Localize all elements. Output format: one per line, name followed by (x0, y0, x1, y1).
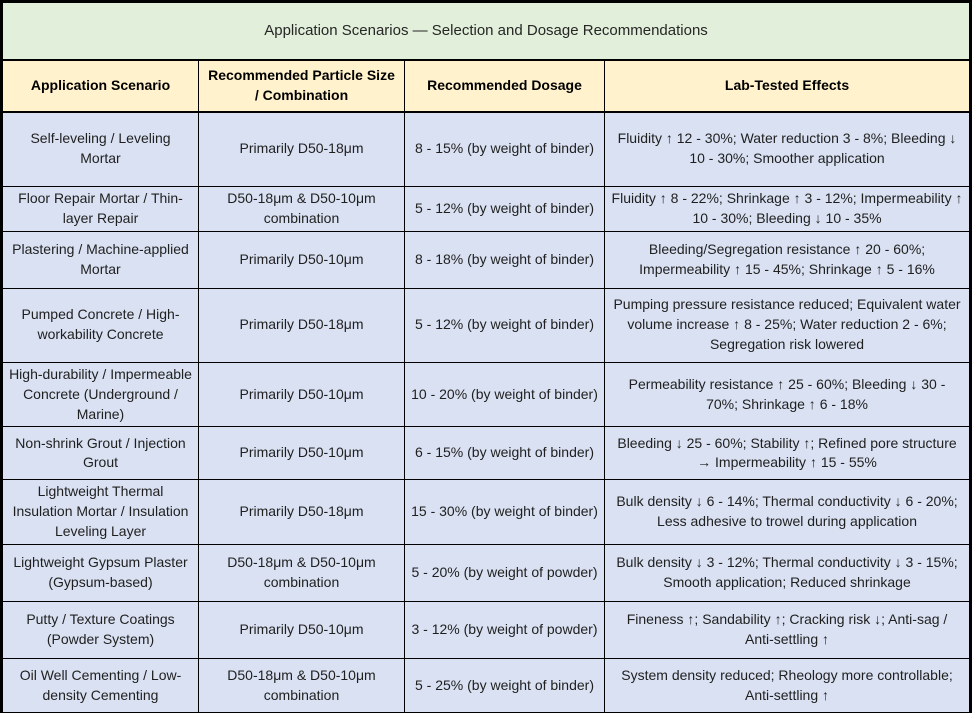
cell-effects: Fluidity ↑ 8 - 22%; Shrinkage ↑ 3 - 12%;… (603, 186, 972, 232)
table-row: Lightweight Thermal Insulation Mortar / … (1, 479, 972, 545)
cell-effects: System density reduced; Rheology more co… (603, 658, 972, 713)
cell-dosage: 8 - 15% (by weight of binder) (404, 111, 605, 187)
cell-dosage: 3 - 12% (by weight of powder) (404, 601, 605, 659)
cell-effects: Fineness ↑; Sandability ↑; Cracking risk… (603, 601, 972, 659)
table-header-row: Application Scenario Recommended Particl… (1, 59, 972, 113)
cell-scenario: Lightweight Gypsum Plaster (Gypsum-based… (1, 544, 199, 602)
table-row: Plastering / Machine-applied Mortar Prim… (1, 230, 972, 289)
col-header-recommended-dosage: Recommended Dosage (404, 59, 605, 113)
cell-effects: Fluidity ↑ 12 - 30%; Water reduction 3 -… (603, 111, 972, 187)
cell-particle-size: D50-18μm & D50-10μm combination (198, 186, 405, 232)
table-row: Oil Well Cementing / Low-density Cementi… (1, 658, 972, 713)
table-title: Application Scenarios — Selection and Do… (0, 1, 972, 61)
cell-particle-size: Primarily D50-10μm (198, 361, 405, 428)
cell-particle-size: Primarily D50-10μm (198, 426, 405, 481)
table-row: Floor Repair Mortar / Thin-layer Repair … (1, 186, 972, 232)
cell-particle-size: Primarily D50-18μm (198, 287, 405, 363)
cell-scenario: High-durability / Impermeable Concrete (… (1, 361, 199, 428)
table-row: Non-shrink Grout / Injection Grout Prima… (1, 426, 972, 481)
cell-scenario: Floor Repair Mortar / Thin-layer Repair (1, 186, 199, 232)
cell-scenario: Self-leveling / Leveling Mortar (1, 111, 199, 187)
col-header-lab-tested-effects: Lab-Tested Effects (603, 59, 972, 113)
cell-effects: Pumping pressure resistance reduced; Equ… (603, 287, 972, 363)
table-row: Self-leveling / Leveling Mortar Primaril… (1, 111, 972, 187)
cell-scenario: Oil Well Cementing / Low-density Cementi… (1, 658, 199, 713)
cell-scenario: Lightweight Thermal Insulation Mortar / … (1, 479, 199, 545)
cell-effects: Permeability resistance ↑ 25 - 60%; Blee… (603, 361, 972, 428)
table-row: High-durability / Impermeable Concrete (… (1, 361, 972, 428)
cell-scenario: Non-shrink Grout / Injection Grout (1, 426, 199, 481)
cell-dosage: 15 - 30% (by weight of binder) (404, 479, 605, 545)
cell-dosage: 10 - 20% (by weight of binder) (404, 361, 605, 428)
cell-dosage: 8 - 18% (by weight of binder) (404, 230, 605, 289)
cell-dosage: 5 - 20% (by weight of powder) (404, 544, 605, 602)
cell-dosage: 5 - 12% (by weight of binder) (404, 287, 605, 363)
cell-particle-size: Primarily D50-10μm (198, 230, 405, 289)
col-header-particle-size: Recommended Particle Size / Combination (198, 59, 405, 113)
table-title-row: Application Scenarios — Selection and Do… (0, 1, 972, 61)
cell-particle-size: Primarily D50-18μm (198, 111, 405, 187)
cell-particle-size: D50-18μm & D50-10μm combination (198, 544, 405, 602)
cell-scenario: Pumped Concrete / High-workability Concr… (1, 287, 199, 363)
table-row: Lightweight Gypsum Plaster (Gypsum-based… (1, 544, 972, 602)
cell-effects: Bulk density ↓ 3 - 12%; Thermal conducti… (603, 544, 972, 602)
table-row: Pumped Concrete / High-workability Concr… (1, 287, 972, 363)
cell-scenario: Plastering / Machine-applied Mortar (1, 230, 199, 289)
cell-particle-size: Primarily D50-18μm (198, 479, 405, 545)
cell-dosage: 5 - 12% (by weight of binder) (404, 186, 605, 232)
cell-effects: Bleeding/Segregation resistance ↑ 20 - 6… (603, 230, 972, 289)
col-header-application-scenario: Application Scenario (1, 59, 199, 113)
cell-dosage: 6 - 15% (by weight of binder) (404, 426, 605, 481)
cell-effects: Bleeding ↓ 25 - 60%; Stability ↑; Refine… (603, 426, 972, 481)
cell-effects: Bulk density ↓ 6 - 14%; Thermal conducti… (603, 479, 972, 545)
cell-particle-size: D50-18μm & D50-10μm combination (198, 658, 405, 713)
cell-scenario: Putty / Texture Coatings (Powder System) (1, 601, 199, 659)
cell-dosage: 5 - 25% (by weight of binder) (404, 658, 605, 713)
cell-particle-size: Primarily D50-10μm (198, 601, 405, 659)
table-row: Putty / Texture Coatings (Powder System)… (1, 601, 972, 659)
